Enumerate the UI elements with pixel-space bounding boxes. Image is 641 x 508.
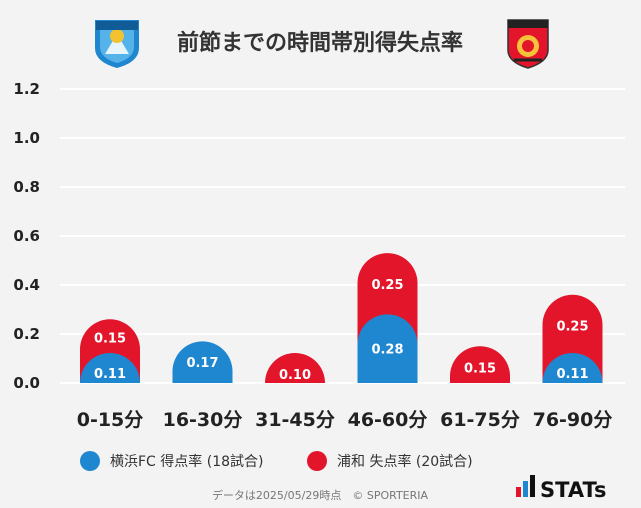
y-tick-label: 0.2 <box>13 325 40 343</box>
bar-yokohama <box>542 353 603 383</box>
x-axis: 0-15分 16-30分 31-45分 46-60分 61-75分 76-90分 <box>77 409 613 431</box>
stats-brand-text: STATs <box>540 478 606 502</box>
bars <box>80 253 603 383</box>
footer-note: データは2025/05/29時点 © SPORTERIA <box>212 488 429 502</box>
x-category-label: 46-60分 <box>348 409 428 431</box>
y-tick-label: 1.2 <box>13 80 40 98</box>
y-tick-label: 0.4 <box>13 276 40 294</box>
bar-urawa <box>450 346 510 383</box>
y-tick-label: 0.8 <box>13 178 40 196</box>
urawa-reds-logo <box>507 19 549 69</box>
data-label-yokohama: 0.11 <box>556 367 588 382</box>
data-label-yokohama: 0.28 <box>371 343 403 358</box>
bar-yokohama <box>357 314 418 383</box>
legend-label-urawa: 浦和 失点率 (20試合) <box>337 453 473 470</box>
legend-swatch-yokohama <box>80 451 100 471</box>
data-label-urawa: 0.10 <box>279 368 311 383</box>
x-category-label: 0-15分 <box>77 409 144 431</box>
legend: 横浜FC 得点率 (18試合) 浦和 失点率 (20試合) <box>80 451 473 471</box>
legend-label-yokohama: 横浜FC 得点率 (18試合) <box>110 453 263 470</box>
bar-yokohama <box>80 353 140 383</box>
y-axis: 0.0 0.2 0.4 0.6 0.8 1.0 1.2 <box>13 80 40 392</box>
y-tick-label: 1.0 <box>13 129 40 147</box>
data-label-urawa: 0.15 <box>94 332 126 347</box>
bar-yokohama <box>172 341 233 383</box>
y-tick-label: 0.6 <box>13 227 40 245</box>
y-tick-label: 0.0 <box>13 374 40 392</box>
yokohama-fc-logo <box>95 20 139 68</box>
data-label-urawa: 0.15 <box>464 362 496 377</box>
data-label-urawa: 0.25 <box>371 278 403 293</box>
data-label-yokohama: 0.17 <box>186 356 218 371</box>
legend-swatch-urawa <box>307 451 327 471</box>
stats-logo: STATs <box>516 475 606 502</box>
x-category-label: 76-90分 <box>533 409 613 431</box>
chart-title: 前節までの時間帯別得失点率 <box>177 30 463 56</box>
data-label-urawa: 0.25 <box>556 319 588 334</box>
grid <box>60 88 625 384</box>
x-category-label: 61-75分 <box>440 409 520 431</box>
data-labels: 0.11 0.15 0.17 0.10 0.28 0.25 0.15 0.11 0.25 <box>94 278 589 383</box>
bar-urawa <box>265 353 325 383</box>
x-category-label: 31-45分 <box>255 409 335 431</box>
data-label-yokohama: 0.11 <box>94 367 126 382</box>
x-category-label: 16-30分 <box>163 409 243 431</box>
